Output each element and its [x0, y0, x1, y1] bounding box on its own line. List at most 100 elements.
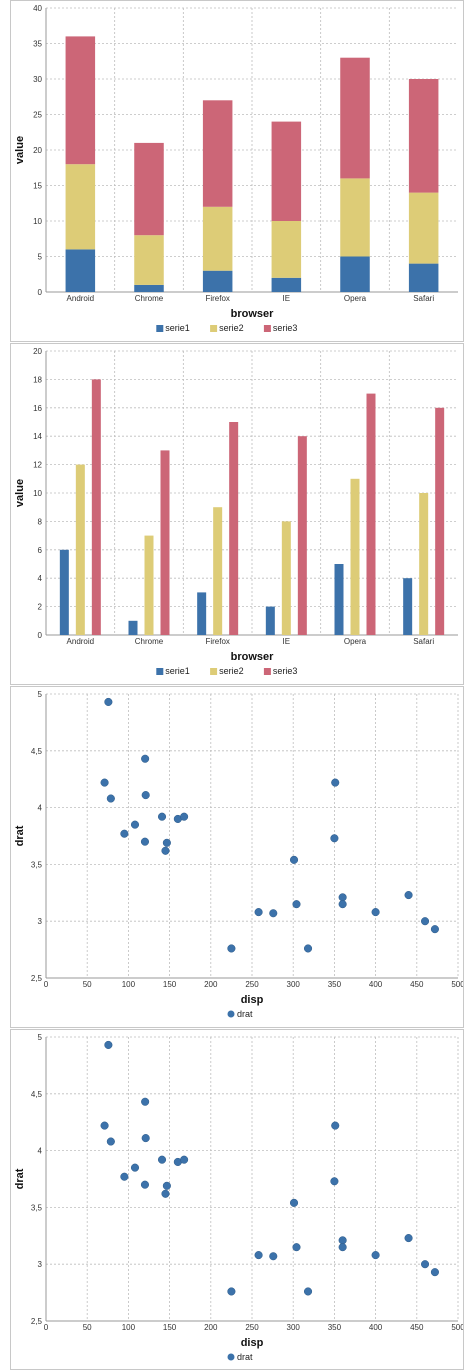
y-tick-label: 4,5 [31, 747, 43, 756]
y-tick-label: 0 [38, 631, 43, 640]
x-tick-label: 350 [328, 980, 342, 989]
x-tick-label: 350 [328, 1323, 342, 1332]
bar-serie3-ie [271, 121, 302, 221]
y-tick-label: 16 [33, 404, 42, 413]
y-tick-label: 4 [38, 1147, 43, 1156]
bar-serie3-safari [408, 79, 439, 193]
data-point-drat [130, 1163, 140, 1172]
x-axis-title: disp [241, 994, 264, 1006]
data-point-drat [162, 1181, 171, 1190]
bar-serie1-chrome [134, 284, 164, 292]
data-point-drat [420, 917, 430, 926]
legend-marker-drat [227, 1010, 235, 1018]
y-tick-label: 20 [33, 146, 42, 155]
bar-serie1-chrome [128, 620, 138, 635]
x-tick-label: 400 [369, 980, 383, 989]
bar-serie1-android [65, 249, 96, 292]
data-point-drat [254, 908, 263, 917]
y-tick-label: 35 [33, 40, 42, 49]
x-tick-label: 250 [245, 1323, 259, 1332]
grouped-bar-chart-panel: 0 2 4 6 8 10 12 14 16 18 20 Android Chrome Firefox IE O… [10, 343, 464, 685]
scatter-chart-2: 2,533,544,550 50 100 150 200 250 300 350 400 450 5… [14, 1033, 463, 1362]
data-point-drat [104, 697, 113, 707]
y-tick-label: 10 [33, 489, 42, 498]
bar-serie2-opera [350, 478, 360, 635]
data-point-drat [162, 838, 171, 847]
data-point-drat [120, 829, 129, 838]
y-axis-title: drat [14, 825, 26, 846]
data-point-drat [331, 778, 340, 787]
y-tick-label: 30 [33, 75, 42, 84]
bar-serie1-opera [334, 564, 344, 635]
y-tick-label: 6 [38, 546, 43, 555]
x-tick-label: 200 [204, 980, 218, 989]
scatter-chart-panel-2: 2,5 3 3,5 4 4,5 5 0 50 100 150 200 250 300 350 400 450 5… [10, 1029, 464, 1370]
x-tick-label: Chrome [135, 637, 164, 646]
bar-serie2-ie [281, 521, 291, 635]
x-tick-label: 0 [44, 1323, 49, 1332]
y-tick-label: 4,5 [31, 1090, 43, 1099]
legend-swatch-serie1 [156, 668, 164, 675]
bar-serie3-android [91, 379, 101, 635]
legend-label-drat: drat [237, 1352, 253, 1362]
data-point-drat [338, 893, 347, 902]
scatter-chart-1: 2,533,544,550 50 100 150 200 250 300 350 400 450 5… [14, 690, 463, 1019]
stacked-bar-chart-panel: 0 5 10 15 20 25 30 35 40 Android Chrome Firefox IE Op… [10, 0, 464, 342]
bar-serie3-chrome [160, 450, 170, 635]
data-point-drat [227, 944, 236, 953]
legend-marker-drat [227, 1353, 235, 1361]
data-point-drat [227, 1287, 236, 1296]
x-tick-label: Android [67, 637, 95, 646]
y-tick-label: 3 [38, 917, 43, 926]
x-tick-label: 100 [122, 1323, 136, 1332]
legend-label-serie1: serie1 [165, 323, 190, 333]
data-point-drat [404, 891, 413, 900]
data-point-drat [338, 900, 347, 909]
y-tick-label: 3,5 [31, 1203, 43, 1212]
y-tick-label: 4 [38, 574, 43, 583]
data-point-drat [338, 1236, 347, 1245]
x-tick-label: 300 [287, 1323, 301, 1332]
data-point-drat [269, 1252, 278, 1261]
bar-serie1-safari [403, 578, 413, 635]
y-tick-label: 15 [33, 182, 42, 191]
bar-serie2-safari [408, 192, 439, 264]
legend-swatch-serie3 [263, 325, 271, 332]
y-tick-label: 10 [33, 217, 42, 226]
legend-label-serie2: serie2 [219, 666, 244, 676]
stacked-bar-chart: 0 5 10 15 20 25 30 35 40 Android Chrome Firefox IE Op… [14, 4, 458, 333]
y-tick-label: 5 [38, 253, 43, 262]
legend-label-serie3: serie3 [273, 323, 298, 333]
x-tick-label: Opera [344, 637, 367, 646]
x-tick-label: 450 [410, 980, 424, 989]
x-tick-label: IE [283, 294, 291, 303]
x-tick-label: 400 [369, 1323, 383, 1332]
y-tick-label: 3 [38, 1260, 43, 1269]
legend-swatch-serie3 [263, 668, 271, 675]
data-point-drat [404, 1234, 413, 1243]
y-tick-label: 2 [38, 603, 43, 612]
data-point-drat [157, 1155, 167, 1164]
bar-serie3-opera [340, 57, 370, 179]
bar-serie1-safari [408, 263, 439, 292]
y-tick-label: 40 [33, 4, 42, 13]
data-point-drat [289, 1198, 299, 1207]
bar-serie1-firefox [202, 270, 233, 292]
bar-serie3-firefox [229, 422, 239, 635]
y-tick-label: 18 [33, 375, 42, 384]
y-axis-title: drat [14, 1168, 26, 1189]
bar-serie2-opera [340, 178, 370, 257]
data-point-drat [303, 1287, 313, 1296]
y-tick-label: 4 [38, 804, 43, 813]
data-point-drat [140, 837, 150, 846]
bar-serie2-safari [419, 493, 429, 635]
data-point-drat [338, 1243, 347, 1252]
y-tick-label: 0 [38, 288, 43, 297]
bar-serie1-opera [340, 256, 370, 292]
bar-serie2-chrome [134, 235, 164, 285]
data-point-drat [104, 1040, 113, 1050]
data-point-drat [254, 1251, 263, 1260]
data-point-drat [330, 1177, 339, 1186]
data-point-drat [430, 925, 439, 934]
data-point-drat [330, 834, 339, 843]
